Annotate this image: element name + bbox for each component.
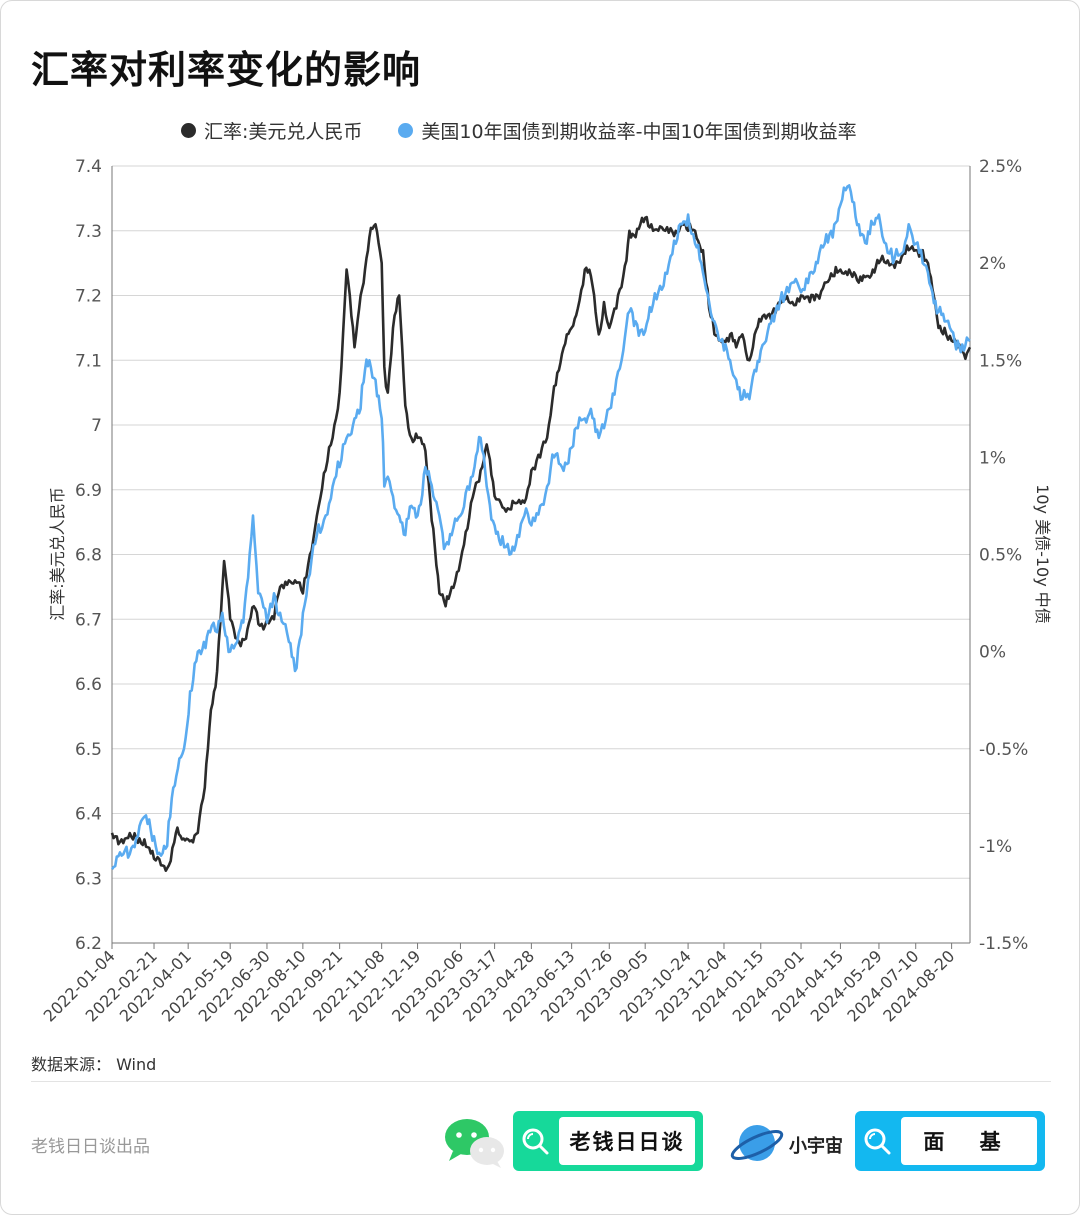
wechat-icon [445,1119,504,1168]
y-right-tick-label: -1% [979,837,1012,857]
y-right-tick-label: 2.5% [979,157,1022,177]
legend-dot-fx [181,123,196,138]
y-right-tick-label: 1.5% [979,351,1022,371]
y-left-tick-label: 6.2 [75,934,102,954]
y-left-tick-label: 7.3 [75,222,102,242]
y-right-tick-label: 2% [979,254,1006,274]
legend-item-fx: 汇率:美元兑人民币 [181,117,362,144]
y-right-tick-label: 0% [979,643,1006,663]
y-right-tick-label: -0.5% [979,740,1028,760]
planet-logo-icon [730,1125,784,1161]
y-left-tick-label: 6.7 [75,610,102,630]
dual-axis-line-chart: 6.2 6.3 6.4 6.5 6.6 6.7 6.8 6.9 7 7.1 7.2 7.3 7.4 -1.… [40,157,1052,1026]
y-left-tick-label: 6.8 [75,546,102,566]
footer-divider [31,1081,1051,1082]
brand2-label: 面 基 [901,1117,1037,1165]
brand1-label: 老钱日日谈 [559,1117,695,1165]
y-left-tick-label: 6.3 [75,869,102,889]
page-title: 汇率对利率变化的影响 [31,48,422,92]
y-left-tick-label: 6.6 [75,675,102,695]
brand2-logo-text: 小宇宙 [789,1136,843,1157]
y-right-tick-label: 0.5% [979,546,1022,566]
search-icon [513,1111,557,1171]
legend-dot-spread [398,123,414,138]
data-source: 数据来源： Wind [31,1055,157,1074]
y-left-tick-label: 6.5 [75,740,102,760]
y-left-axis-title: 汇率:美元兑人民币 [48,487,67,620]
legend-label-spread: 美国10年国债到期收益率-中国10年国债到期收益率 [421,121,857,143]
chart-legend: 汇率:美元兑人民币 美国10年国债到期收益率-中国10年国债到期收益率 [181,117,893,144]
y-left-tick-label: 6.4 [75,805,102,825]
legend-item-spread: 美国10年国债到期收益率-中国10年国债到期收益率 [398,117,857,144]
y-left-tick-label: 7 [91,416,102,436]
series-line-fx [110,215,972,872]
y-right-axis-title: 10y 美债-10y 中债 [1033,484,1052,624]
search-icon-2 [855,1111,899,1171]
producer-label: 老钱日日谈出品 [31,1137,150,1157]
y-left-tick-label: 6.9 [75,481,102,501]
y-left-tick-label: 7.4 [75,157,102,177]
legend-label-fx: 汇率:美元兑人民币 [204,121,363,143]
search-brand-laoqian[interactable]: 老钱日日谈 [513,1111,703,1171]
y-right-tick-label: -1.5% [979,934,1028,954]
y-left-tick-label: 7.1 [75,351,102,371]
y-right-tick-label: 1% [979,448,1006,468]
y-left-tick-label: 7.2 [75,287,102,307]
series-line-spread [110,184,971,870]
search-brand-mianji[interactable]: 面 基 [855,1111,1045,1171]
